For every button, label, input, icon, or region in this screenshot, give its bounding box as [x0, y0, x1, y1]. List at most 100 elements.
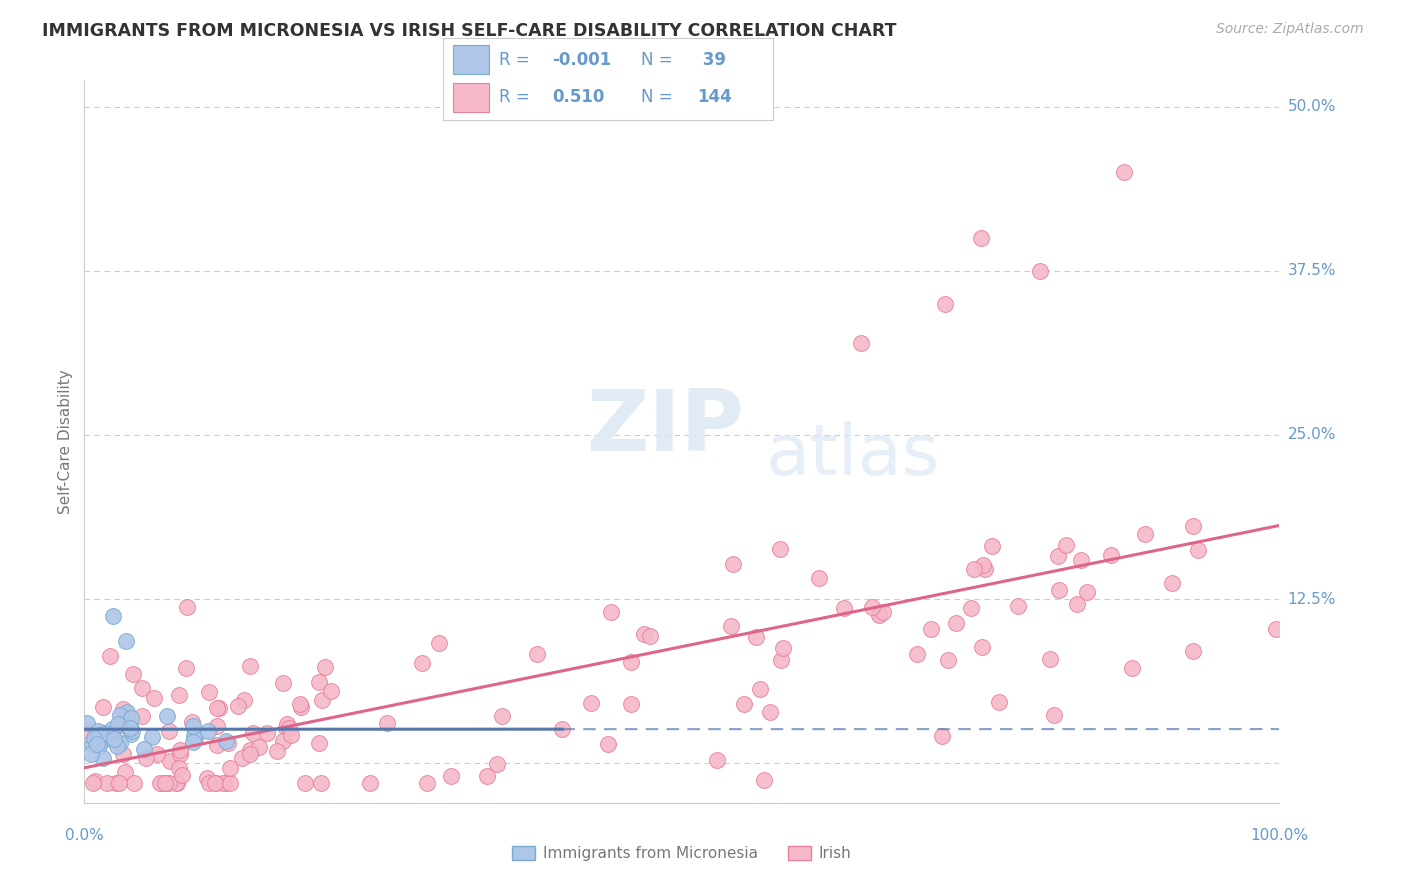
Point [83, 773, 105, 788]
Point [121, 724, 143, 739]
Point [91, 700, 114, 714]
Point [167, 688, 190, 702]
Point [851, 336, 873, 351]
Bar [453, 83, 489, 112]
Point [89, 728, 111, 742]
Point [1029, 264, 1052, 278]
Point [118, 719, 141, 733]
Point [226, 699, 249, 714]
Point [491, 708, 513, 723]
Point [288, 697, 311, 711]
Point [319, 683, 342, 698]
Point [232, 693, 254, 707]
Point [274, 721, 297, 735]
Point [905, 647, 928, 661]
Point [75, 723, 97, 738]
Point [359, 776, 381, 790]
Point [981, 539, 1004, 553]
Point [82, 776, 104, 790]
Point [271, 733, 294, 747]
Point [375, 715, 398, 730]
Point [103, 732, 125, 747]
Point [620, 655, 643, 669]
Point [1181, 519, 1204, 533]
Point [599, 605, 621, 619]
Point [131, 709, 153, 723]
Point [970, 640, 993, 654]
Point [217, 736, 239, 750]
Text: 25.0%: 25.0% [1288, 427, 1336, 442]
Point [197, 723, 219, 738]
Point [972, 558, 994, 573]
Point [808, 571, 831, 585]
Point [143, 690, 166, 705]
Point [745, 630, 768, 644]
Point [754, 772, 776, 787]
Point [1043, 708, 1066, 723]
Point [1047, 582, 1070, 597]
Point [215, 776, 238, 790]
Point [111, 747, 134, 761]
Point [93, 731, 115, 746]
Text: N =: N = [641, 51, 678, 69]
Text: IMMIGRANTS FROM MICRONESIA VS IRISH SELF-CARE DISABILITY CORRELATION CHART: IMMIGRANTS FROM MICRONESIA VS IRISH SELF… [42, 22, 897, 40]
Point [294, 776, 316, 790]
Point [720, 618, 742, 632]
Point [266, 744, 288, 758]
Point [411, 656, 433, 670]
Point [89, 739, 111, 753]
Point [581, 696, 603, 710]
Point [477, 769, 499, 783]
Point [87, 724, 110, 739]
Point [166, 776, 188, 790]
Text: 12.5%: 12.5% [1288, 591, 1336, 607]
Point [1099, 549, 1122, 563]
Point [156, 709, 179, 723]
Point [633, 627, 655, 641]
Point [759, 705, 782, 719]
Point [772, 641, 794, 656]
Point [868, 607, 890, 621]
Point [1264, 622, 1286, 636]
Point [963, 562, 986, 576]
Point [706, 753, 728, 767]
Point [1187, 543, 1209, 558]
Point [970, 231, 993, 245]
Point [596, 737, 619, 751]
Point [1047, 549, 1070, 563]
Point [1007, 599, 1029, 614]
Point [86, 729, 108, 743]
Point [205, 719, 228, 733]
Point [122, 666, 145, 681]
Point [167, 761, 190, 775]
Point [960, 600, 983, 615]
Point [108, 776, 131, 790]
Point [721, 557, 744, 571]
Point [872, 605, 894, 619]
Point [80, 747, 103, 761]
Point [1066, 597, 1088, 611]
Point [86, 737, 108, 751]
Point [195, 771, 218, 785]
Point [242, 726, 264, 740]
Point [155, 776, 177, 790]
Point [83, 731, 105, 745]
Point [1160, 576, 1182, 591]
Point [439, 769, 461, 783]
Point [141, 730, 163, 744]
Point [184, 731, 207, 745]
Point [314, 659, 336, 673]
Point [110, 718, 132, 732]
Text: R =: R = [499, 51, 536, 69]
Text: R =: R = [499, 88, 536, 106]
Point [276, 717, 298, 731]
Point [311, 693, 333, 707]
Point [239, 747, 262, 762]
Point [920, 622, 942, 636]
Point [131, 681, 153, 696]
Point [122, 776, 145, 790]
Point [211, 776, 233, 790]
Point [181, 719, 204, 733]
Point [83, 732, 105, 747]
Y-axis label: Self-Care Disability: Self-Care Disability [58, 369, 73, 514]
